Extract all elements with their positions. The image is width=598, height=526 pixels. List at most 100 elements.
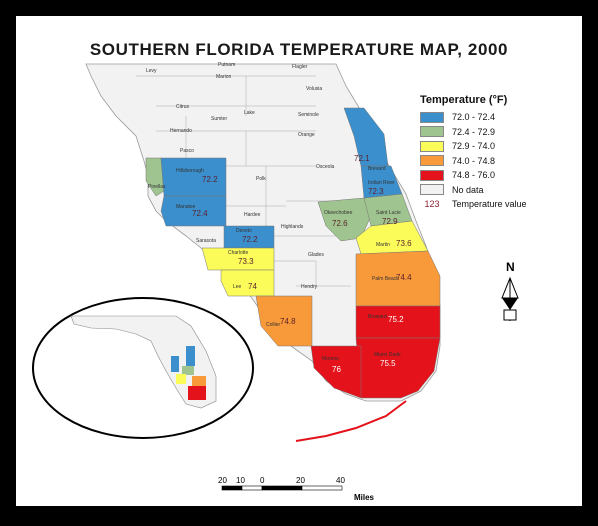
county-label: Lee (233, 284, 242, 290)
inset-map (32, 297, 254, 439)
county-manatee (160, 195, 227, 227)
temperature-values: 72.2 72.4 72.2 72.1 72.3 72.6 72.9 73.6 … (192, 154, 412, 374)
legend-row: 72.9 - 74.0 (420, 139, 570, 154)
scale-unit: Miles (354, 493, 375, 502)
county-fills (145, 107, 441, 442)
county-label: Sarasota (196, 238, 216, 244)
legend-label: Temperature value (452, 199, 527, 210)
temp-value-okeechobee: 72.6 (332, 219, 348, 228)
temp-value-hillsborough: 72.2 (202, 175, 218, 184)
temp-value-lee: 74 (248, 282, 257, 291)
temp-value-brevard: 72.1 (354, 154, 370, 163)
county-label: Hardee (244, 212, 261, 218)
county-label: Putnam (218, 62, 235, 68)
legend-row: 74.0 - 74.8 (420, 154, 570, 169)
temp-value-miami-dade: 75.5 (380, 359, 396, 368)
legend-label: No data (452, 184, 484, 195)
county-label: Miami Dade (374, 352, 401, 358)
county-label: Orange (298, 132, 315, 138)
county-pinellas (145, 157, 165, 197)
county-label: Brevard (368, 166, 386, 172)
scale-bar: 20 10 0 20 40 Miles (216, 474, 416, 504)
county-monroe (310, 345, 362, 399)
county-label: Saint Lucie (376, 210, 401, 216)
temp-value-indian-river: 72.3 (368, 187, 384, 196)
legend-swatch (420, 111, 444, 123)
legend-label: 74.0 - 74.8 (452, 155, 496, 166)
county-label: Martin (376, 242, 390, 248)
county-label: Hendry (301, 284, 318, 290)
county-palm-beach (355, 250, 441, 307)
inset-yellow (176, 374, 186, 384)
temp-value-manatee: 72.4 (192, 209, 208, 218)
county-label: Indian River (368, 180, 395, 186)
map-legend: Temperature (°F) 72.0 - 72.4 72.4 - 72.9… (420, 94, 570, 212)
legend-label: 72.0 - 72.4 (452, 112, 496, 123)
county-label: Hillsborough (176, 168, 204, 174)
county-label: Collier (266, 322, 281, 328)
county-label: Palm Beach (372, 276, 399, 282)
legend-swatch (420, 126, 444, 138)
county-label: Sumter (211, 116, 227, 122)
legend-swatch (420, 140, 444, 152)
legend-row: 72.0 - 72.4 (420, 110, 570, 125)
temp-value-collier: 74.8 (280, 317, 296, 326)
county-collier (255, 295, 313, 347)
map-panel: SOUTHERN FLORIDA TEMPERATURE MAP, 2000 (16, 16, 582, 506)
county-label: Lake (244, 110, 255, 116)
inset-florida-outline (70, 315, 217, 409)
county-label: Polk (256, 176, 266, 182)
county-label: Charlotte (228, 250, 249, 256)
inset-red (188, 386, 206, 400)
map-canvas: Levy Putnam Marion Flagler Volusia Citru… (32, 62, 519, 442)
legend-swatch (420, 169, 444, 181)
temp-value-desoto: 72.2 (242, 235, 258, 244)
florida-keys (295, 400, 407, 442)
county-boundaries (136, 75, 351, 287)
data-county-name-labels: Hillsborough Pinellas Manatee Desoto Bre… (148, 166, 401, 362)
county-label: Manatee (176, 204, 196, 210)
legend-row: No data (420, 183, 570, 198)
legend-title: Temperature (°F) (420, 94, 508, 106)
legend-swatch (420, 184, 444, 196)
county-name-labels: Levy Putnam Marion Flagler Volusia Citru… (146, 62, 335, 290)
county-label: Okeechobee (324, 210, 353, 216)
temp-value-saint-lucie: 72.9 (382, 217, 398, 226)
county-label: Pinellas (148, 184, 166, 190)
legend-label: 72.9 - 74.0 (452, 141, 496, 152)
temp-value-broward: 75.2 (388, 315, 404, 324)
county-label: Desoto (236, 228, 252, 234)
inset-green (182, 366, 194, 375)
north-arrow-label: N (506, 260, 515, 274)
inset-blue-1 (186, 346, 195, 366)
temp-value-martin: 73.6 (396, 239, 412, 248)
scale-tick: 10 (236, 476, 245, 485)
county-label: Marion (216, 74, 232, 80)
county-label: Citrus (176, 104, 190, 110)
legend-row: 74.8 - 76.0 (420, 168, 570, 183)
county-label: Levy (146, 68, 157, 74)
temp-value-palm-beach: 74.4 (396, 273, 412, 282)
county-miami-dade (355, 337, 441, 399)
scale-tick: 20 (296, 476, 305, 485)
scale-tick: 0 (260, 476, 265, 485)
inset-orange (192, 376, 206, 386)
legend-swatch (420, 155, 444, 167)
legend-label: 74.8 - 76.0 (452, 170, 496, 181)
legend-label: 72.4 - 72.9 (452, 126, 496, 137)
scale-tick: 40 (336, 476, 345, 485)
temp-value-monroe: 76 (332, 365, 341, 374)
scale-bar-graphic: 20 10 0 20 40 Miles (218, 476, 375, 502)
county-martin (355, 220, 429, 255)
county-label: Volusia (306, 86, 322, 92)
county-label: Seminole (298, 112, 319, 118)
county-label: Monroe (322, 356, 339, 362)
legend-row: 72.4 - 72.9 (420, 125, 570, 140)
map-title: SOUTHERN FLORIDA TEMPERATURE MAP, 2000 (89, 40, 509, 59)
county-label: Highlands (281, 224, 304, 230)
north-arrow: N (501, 260, 519, 321)
temp-value-charlotte: 73.3 (238, 257, 254, 266)
county-label: Osceola (316, 164, 335, 170)
scale-tick: 20 (218, 476, 227, 485)
county-label: Glades (308, 252, 324, 258)
